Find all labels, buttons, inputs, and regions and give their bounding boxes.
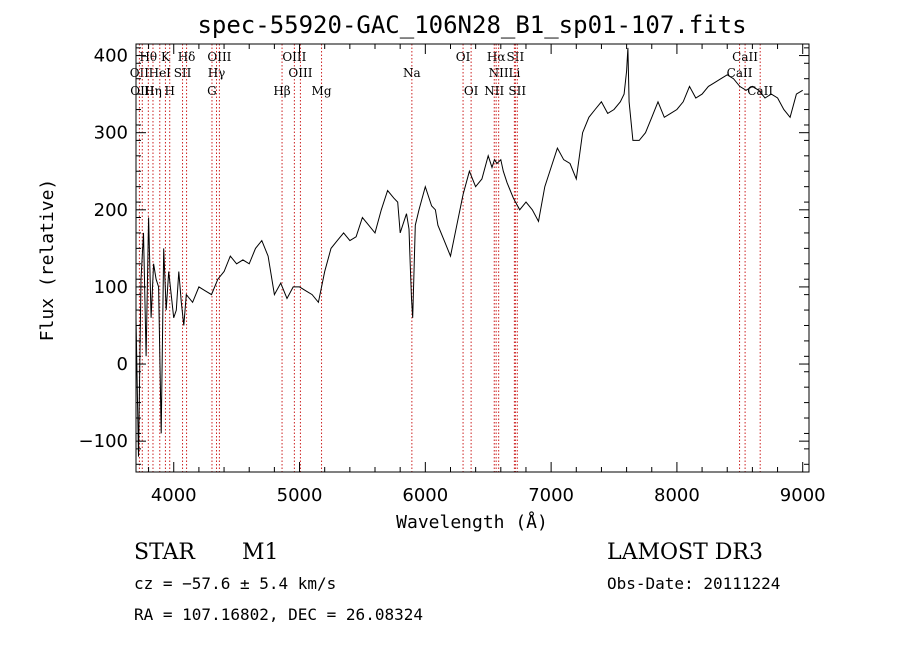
y-axis-label: Flux (relative)	[37, 179, 58, 342]
object-type: STAR	[134, 540, 196, 565]
emission-line-label: Hθ	[139, 50, 157, 64]
obs-date: Obs-Date: 20111224	[607, 574, 780, 593]
y-tick-label: 200	[94, 200, 128, 221]
y-tick-label: −100	[79, 431, 128, 452]
emission-line-label: Hα	[487, 50, 506, 64]
y-tick-label: 100	[94, 277, 128, 298]
emission-line-label: CaII	[727, 66, 753, 80]
plot-area	[135, 47, 803, 457]
emission-line-label: SII	[507, 50, 525, 64]
y-tick-label: 400	[94, 46, 128, 67]
emission-line-label: OI	[464, 84, 479, 98]
emission-line-label: OI	[456, 50, 471, 64]
plot-frame	[135, 43, 810, 473]
emission-line-label: NII	[489, 66, 509, 80]
chart-title: spec-55920-GAC_106N28_B1_sp01-107.fits	[197, 11, 746, 39]
emission-line-label: CaII	[747, 84, 773, 98]
emission-line-label: OIII	[282, 50, 306, 64]
emission-line-label: Hη	[144, 84, 162, 98]
emission-line-label: NII	[484, 84, 504, 98]
emission-line-label: CaII	[732, 50, 758, 64]
emission-line-label: SII	[174, 66, 192, 80]
emission-line-label: OIII	[207, 50, 231, 64]
emission-line-label: OIII	[288, 66, 312, 80]
emission-line-label: Na	[403, 66, 421, 80]
survey-name: LAMOST DR3	[607, 540, 763, 565]
redshift-readout: cz = −57.6 ± 5.4 km/s	[134, 574, 336, 593]
emission-line-label: HeI	[149, 66, 172, 80]
x-tick-label: 7000	[528, 485, 574, 506]
emission-line-label: H	[164, 84, 174, 98]
emission-line-label: Hδ	[178, 50, 196, 64]
emission-line-label: Li	[508, 66, 520, 80]
y-tick-label: 0	[117, 354, 128, 375]
emission-line-label: G	[207, 84, 217, 98]
x-tick-label: 4000	[151, 485, 197, 506]
series-line-flux	[135, 47, 803, 457]
coordinates-readout: RA = 107.16802, DEC = 26.08324	[134, 605, 423, 624]
y-tick-label: 300	[94, 123, 128, 144]
x-tick-label: 6000	[402, 485, 448, 506]
emission-line-label: Mg	[312, 84, 332, 98]
x-tick-label: 9000	[780, 485, 826, 506]
emission-line-label: K	[161, 50, 171, 64]
object-subclass: M1	[242, 540, 279, 565]
axis-ticks-layer: 4000 5000 6000 7000 8000 9000 −100 0 100 200 300 40…	[79, 44, 826, 506]
emission-line-label: SII	[508, 84, 526, 98]
x-axis-label: Wavelength (Å)	[396, 511, 548, 533]
emission-line-label: Hβ	[273, 84, 290, 98]
x-tick-label: 8000	[654, 485, 700, 506]
x-tick-label: 5000	[277, 485, 323, 506]
emission-line-label: OII	[130, 66, 150, 80]
emission-line-label: Hγ	[208, 66, 226, 80]
